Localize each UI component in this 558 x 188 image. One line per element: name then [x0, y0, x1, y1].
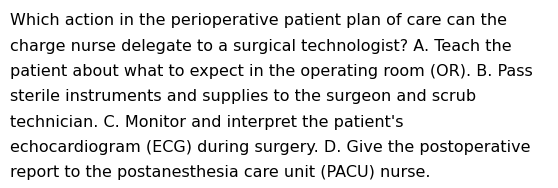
- Text: report to the postanesthesia care unit (PACU) nurse.: report to the postanesthesia care unit (…: [10, 165, 431, 180]
- Text: echocardiogram (ECG) during surgery. D. Give the postoperative: echocardiogram (ECG) during surgery. D. …: [10, 140, 531, 155]
- Text: technician. C. Monitor and interpret the patient's: technician. C. Monitor and interpret the…: [10, 115, 403, 130]
- Text: patient about what to expect in the operating room (OR). B. Pass: patient about what to expect in the oper…: [10, 64, 533, 79]
- Text: charge nurse delegate to a surgical technologist? A. Teach the: charge nurse delegate to a surgical tech…: [10, 39, 512, 54]
- Text: sterile instruments and supplies to the surgeon and scrub: sterile instruments and supplies to the …: [10, 89, 476, 104]
- Text: Which action in the perioperative patient plan of care can the: Which action in the perioperative patien…: [10, 13, 507, 28]
